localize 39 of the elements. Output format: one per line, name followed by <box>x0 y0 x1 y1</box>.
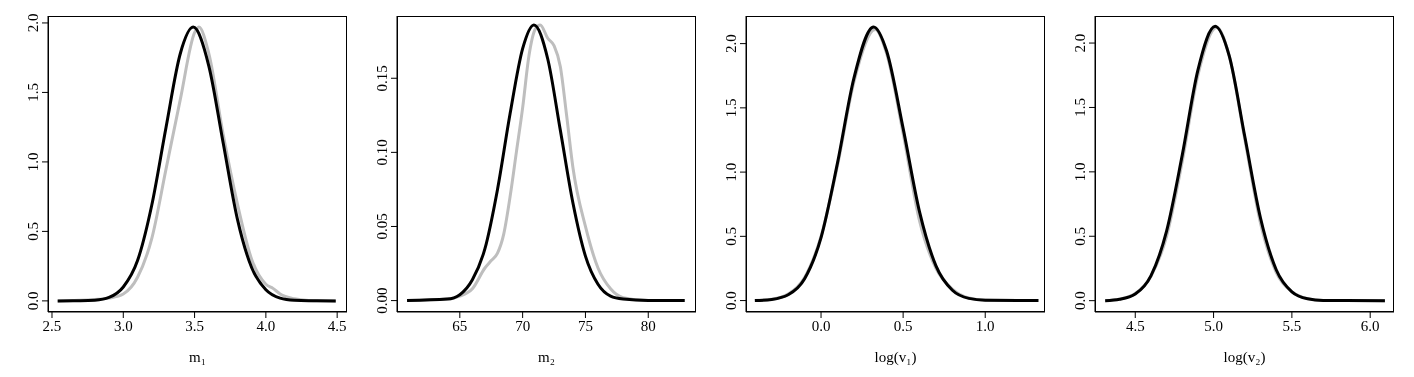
y-tick-label: 0.5 <box>25 222 41 241</box>
y-tick-label: 1.5 <box>25 83 41 102</box>
x-tick-label: 2.5 <box>42 317 62 334</box>
y-tick-label: 1.0 <box>25 152 41 172</box>
y-tick-label: 1.5 <box>1072 98 1088 117</box>
y-tick-label: 0.0 <box>1072 291 1088 311</box>
x-tick-label: 4.5 <box>1125 317 1145 334</box>
y-tick-label: 1.0 <box>1072 162 1088 182</box>
y-tick-label: 0.10 <box>374 139 390 166</box>
y-tick-label: 0.15 <box>374 65 390 92</box>
x-axis-title: m₁ <box>189 349 206 365</box>
x-tick-label: 65 <box>452 317 468 334</box>
y-tick-label: 0.00 <box>374 287 390 314</box>
x-axis-title: m₂ <box>538 349 555 365</box>
x-tick-label: 5.5 <box>1282 317 1302 334</box>
x-axis-title: log(v₁) <box>874 349 917 366</box>
x-axis-title: log(v₂) <box>1223 349 1266 366</box>
y-tick-label: 0.5 <box>1072 226 1088 246</box>
y-tick-label: 2.0 <box>1072 33 1088 53</box>
y-tick-label: 1.5 <box>723 98 739 118</box>
y-tick-label: 0.0 <box>723 291 739 310</box>
y-tick-label: 0.0 <box>25 291 41 311</box>
y-tick-label: 0.5 <box>723 226 739 246</box>
x-tick-label: 80 <box>640 317 656 334</box>
y-tick-label: 0.05 <box>374 213 390 240</box>
x-tick-label: 3.0 <box>113 317 133 334</box>
y-tick-label: 2.0 <box>25 13 41 33</box>
y-tick-label: 1.0 <box>723 162 739 182</box>
x-tick-label: 5.0 <box>1204 317 1223 334</box>
x-tick-label: 75 <box>577 317 593 334</box>
y-tick-label: 2.0 <box>723 34 739 53</box>
x-tick-label: 0.0 <box>811 317 831 334</box>
x-tick-label: 70 <box>515 317 531 334</box>
x-tick-label: 3.5 <box>185 317 204 334</box>
x-tick-label: 0.5 <box>893 317 913 334</box>
x-tick-label: 1.0 <box>975 317 995 334</box>
x-tick-label: 4.0 <box>256 317 276 334</box>
x-tick-label: 4.5 <box>327 317 347 334</box>
x-tick-label: 6.0 <box>1360 317 1380 334</box>
